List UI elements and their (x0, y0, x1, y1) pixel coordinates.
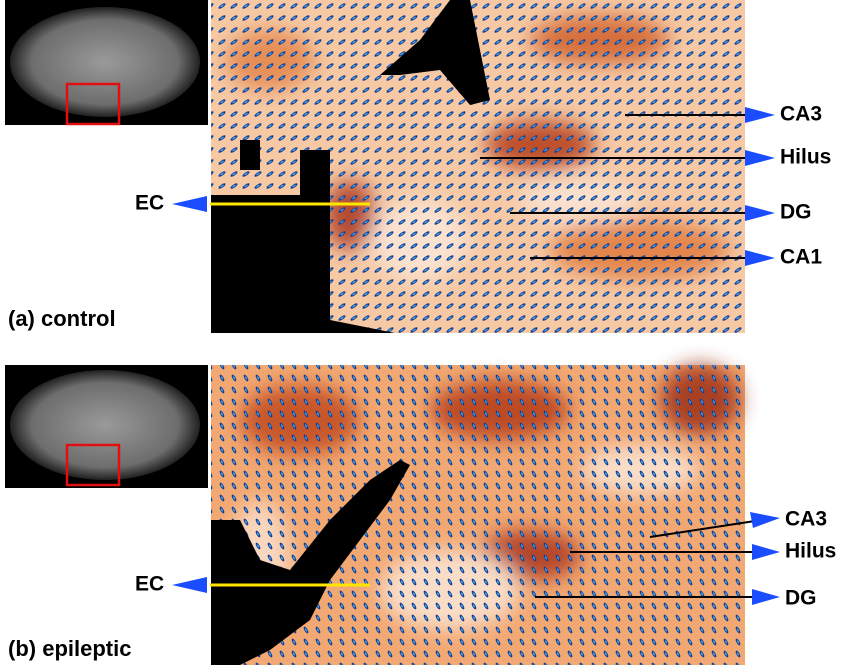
vector-map-a (211, 0, 745, 333)
label-region: Hilus (785, 540, 836, 563)
label-region: CA1 (780, 246, 822, 269)
page: EC CA3 Hilus DG CA1 (a) control (0, 0, 852, 666)
label-region: CA3 (780, 103, 822, 126)
label-ec: EC (135, 192, 164, 215)
label-region: DG (785, 587, 817, 610)
label-region: Hilus (780, 146, 831, 169)
figure: EC CA3 Hilus DG CA1 (a) control (0, 0, 852, 666)
label-region: CA3 (785, 508, 827, 531)
label-ec: EC (135, 573, 164, 596)
thumbnail-a (5, 0, 208, 125)
vector-map-b (211, 365, 745, 665)
caption: (a) control (8, 306, 116, 331)
label-region: DG (780, 201, 812, 224)
thumbnail-b (5, 365, 208, 488)
caption: (b) epileptic (8, 636, 131, 661)
